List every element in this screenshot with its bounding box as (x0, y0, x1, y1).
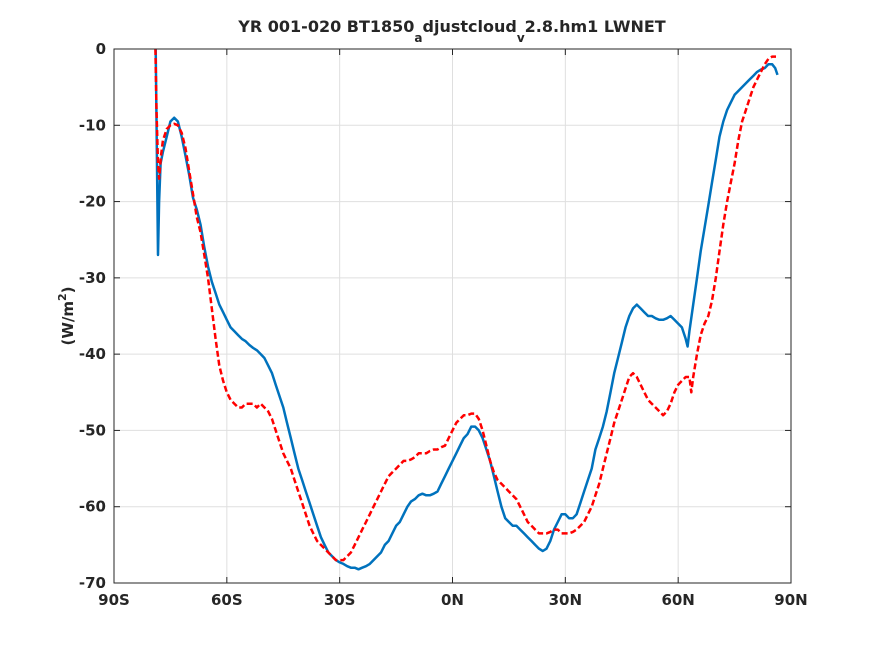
y-label-superscript: 2 (56, 293, 69, 301)
y-tick-label: -50 (79, 421, 106, 439)
x-tick-label: 30S (324, 591, 356, 609)
title-subscript-1: a (414, 31, 422, 45)
chart-title: YR 001-020 BT1850adjustcloudv2.8.hm1 LWN… (237, 17, 665, 45)
x-tick-label: 30N (549, 591, 582, 609)
x-tick-label: 60S (211, 591, 243, 609)
series-line-2 (154, 48, 776, 562)
y-label-main: (W/m (59, 301, 77, 346)
series-line-1 (154, 48, 779, 571)
x-tick-label: 60N (661, 591, 694, 609)
title-tail: 2.8.hm1 LWNET (525, 17, 666, 36)
y-label-close: ) (59, 286, 77, 293)
x-tick-label: 90N (774, 591, 807, 609)
y-tick-label: -40 (79, 345, 106, 363)
y-tick-label: -10 (79, 116, 106, 134)
x-tick-label: 90S (98, 591, 130, 609)
y-tick-label: -70 (79, 574, 106, 592)
title-main: YR 001-020 BT1850 (237, 17, 414, 36)
y-tick-label: 0 (96, 40, 106, 58)
title-middle: djustcloud (423, 17, 517, 36)
x-tick-label: 0N (441, 591, 464, 609)
y-axis-label: (W/m2) (56, 286, 77, 345)
series-layer (154, 48, 779, 571)
y-tick-label: -60 (79, 498, 106, 516)
y-tick-label: -20 (79, 193, 106, 211)
y-tick-label: -30 (79, 269, 106, 287)
title-subscript-2: v (517, 31, 525, 45)
ticks: 90S 60S 30S 0N 30N 60N 90N 0 -10 -20 -30 -40 -50 -60 -… (79, 40, 808, 609)
